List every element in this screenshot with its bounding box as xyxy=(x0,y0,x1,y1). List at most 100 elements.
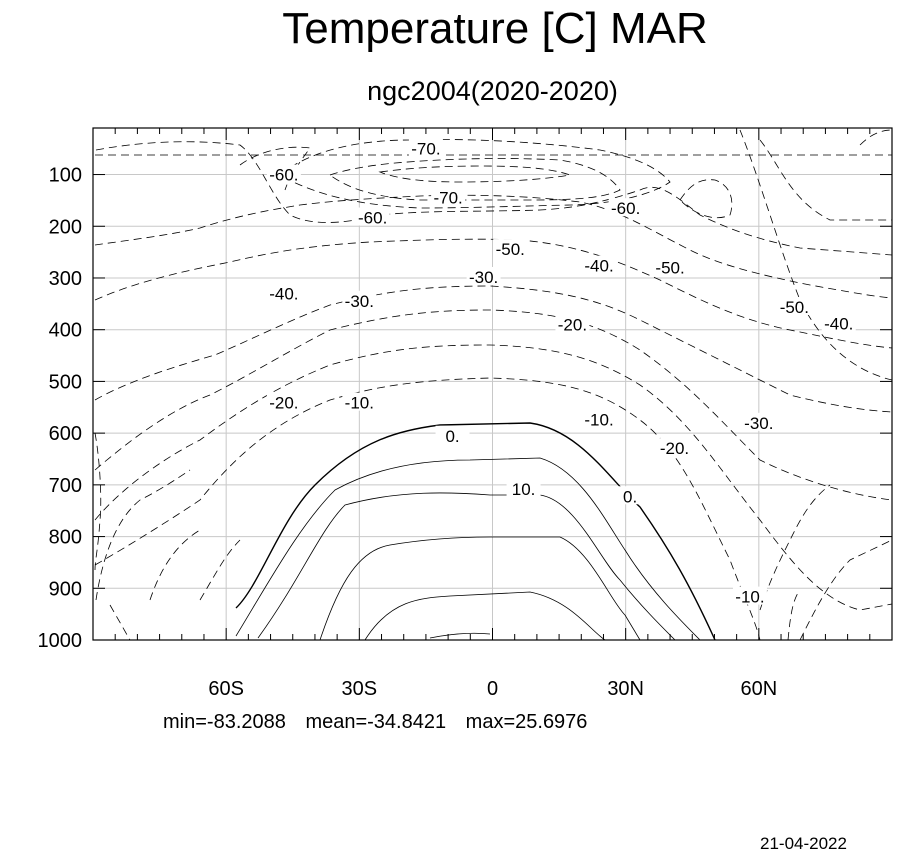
contour-label-bg xyxy=(431,187,466,206)
contour-label-bg xyxy=(821,313,856,332)
contour-line-dashed xyxy=(149,529,201,601)
contour-label-bg xyxy=(657,438,692,457)
y-tick-label: 300 xyxy=(49,268,82,290)
y-tick-label: 100 xyxy=(49,165,82,187)
contour-line-dashed xyxy=(679,179,733,219)
contour-line-dashed xyxy=(759,139,892,221)
contour-line-dashed xyxy=(199,539,241,601)
contour-line-dashed xyxy=(378,165,571,183)
contour-label-bg xyxy=(493,239,528,258)
contour-label: -60. xyxy=(358,209,387,228)
x-tick-label: 0 xyxy=(487,678,498,700)
x-tick-label: 60S xyxy=(208,678,244,700)
contour-label: -60. xyxy=(269,166,298,185)
contour-label: -70. xyxy=(411,140,440,159)
contour-line-dashed xyxy=(94,432,102,571)
contour-label-bg xyxy=(355,207,390,226)
contour-line-dashed xyxy=(94,344,893,611)
contour-label: -60. xyxy=(611,199,640,218)
contour-label-bg xyxy=(342,392,377,411)
contour-label-bg xyxy=(555,314,590,333)
x-tick-label: 60N xyxy=(740,678,777,700)
contour-label: -30. xyxy=(469,268,498,287)
contour-label: -40. xyxy=(584,257,613,276)
contour-label: -40. xyxy=(269,285,298,304)
contour-line-solid xyxy=(257,492,676,641)
contour-label-bg xyxy=(613,486,648,505)
contour-label-bg xyxy=(732,586,767,605)
contour-label-bg xyxy=(408,138,443,157)
contour-label: -10. xyxy=(735,588,764,607)
y-tick-label: 700 xyxy=(49,475,82,497)
y-tick-label: 400 xyxy=(49,320,82,342)
y-tick-label: 200 xyxy=(49,216,82,238)
contour-label: -50. xyxy=(655,259,684,278)
contour-labels: -70. -70. -60. -60. -60. -50. -50. -50. -40. -40.… xyxy=(266,138,856,607)
contour-label: 0. xyxy=(623,487,637,506)
contour-line-dashed xyxy=(739,129,893,381)
contour-label-bg xyxy=(582,255,617,274)
contour-line-solid xyxy=(235,457,701,641)
contour-lines xyxy=(94,129,893,641)
grid-lines xyxy=(93,128,892,641)
contour-label-bg xyxy=(266,283,301,302)
contour-line-dashed xyxy=(759,484,831,611)
footer-date: 21-04-2022 xyxy=(760,834,847,853)
contour-line-dashed xyxy=(95,141,893,256)
contour-line-solid xyxy=(429,632,491,639)
contour-line-dashed xyxy=(859,129,893,146)
contour-line-dashed xyxy=(799,539,893,641)
contour-label: -10. xyxy=(584,411,613,430)
contour-label-bg xyxy=(582,409,617,428)
contour-label-bg xyxy=(266,164,301,183)
contour-line-dashed xyxy=(94,285,893,413)
contour-line-dashed xyxy=(109,604,131,641)
contour-label: -70. xyxy=(433,188,462,207)
contour-label-bg xyxy=(741,412,776,431)
contour-label: 10. xyxy=(512,480,536,499)
contour-line-dashed xyxy=(787,589,801,641)
y-tick-label: 900 xyxy=(49,578,82,600)
y-tick-label: 600 xyxy=(49,423,82,445)
contour-label: -20. xyxy=(558,316,587,335)
contour-line-solid xyxy=(319,536,641,641)
contour-line-dashed xyxy=(95,469,191,601)
y-tick-label: 800 xyxy=(49,527,82,549)
contour-label: -20. xyxy=(269,394,298,413)
contour-label-bg xyxy=(266,392,301,411)
contour-label: -10. xyxy=(345,394,374,413)
contour-label-bg xyxy=(342,290,377,309)
chart-title: Temperature [C] MAR xyxy=(282,4,708,53)
contour-line-solid xyxy=(364,591,606,641)
contour-line-dashed xyxy=(94,377,761,641)
stat-max: max=25.6976 xyxy=(465,711,588,733)
contour-line-dashed xyxy=(329,158,621,201)
contour-label-bg xyxy=(466,266,501,285)
x-tick-label: 30S xyxy=(342,678,378,700)
axis-ticks: 60S 30S 0 30N 60N 100 200 300 400 500 600 700 800 900… xyxy=(38,128,892,700)
contour-label: -50. xyxy=(496,240,525,259)
contour-label: -30. xyxy=(744,414,773,433)
contour-label: -30. xyxy=(345,292,374,311)
y-tick-label: 1000 xyxy=(38,630,83,652)
contour-line-dashed xyxy=(279,139,671,209)
contour-label: -20. xyxy=(660,439,689,458)
chart-subtitle: ngc2004(2020-2020) xyxy=(367,76,618,106)
contour-label-bg xyxy=(435,425,470,444)
contour-line-dashed xyxy=(94,309,893,501)
contour-label: -50. xyxy=(780,298,809,317)
stat-mean: mean=-34.8421 xyxy=(305,711,447,733)
x-tick-label: 30N xyxy=(607,678,644,700)
contour-label: 0. xyxy=(445,427,459,446)
contour-label: -40. xyxy=(824,315,853,334)
stat-min: min=-83.2088 xyxy=(163,711,286,733)
stats-line: min=-83.2088 mean=-34.8421 max=25.6976 xyxy=(163,711,601,734)
contour-label-bg xyxy=(653,257,688,276)
contour-line-dashed xyxy=(94,194,893,299)
contour-label-bg xyxy=(777,296,812,315)
contour-line-solid xyxy=(235,422,716,641)
contour-label-bg xyxy=(506,479,541,498)
y-tick-label: 500 xyxy=(49,371,82,393)
contour-label-bg xyxy=(608,198,643,217)
